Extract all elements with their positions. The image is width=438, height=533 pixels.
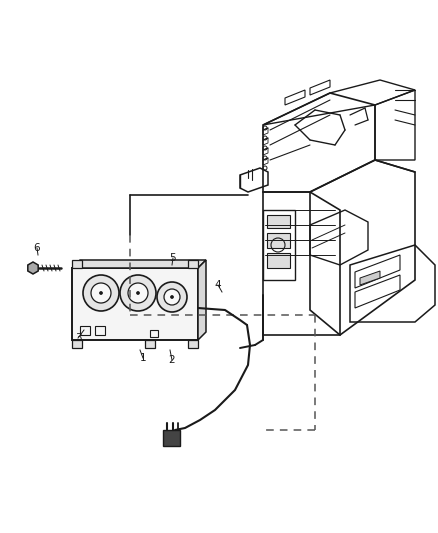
Polygon shape xyxy=(187,340,198,348)
Text: 3: 3 xyxy=(74,333,81,343)
Circle shape xyxy=(91,283,111,303)
Polygon shape xyxy=(72,340,82,348)
Polygon shape xyxy=(28,262,38,274)
Circle shape xyxy=(170,295,173,298)
Text: 6: 6 xyxy=(34,243,40,253)
Polygon shape xyxy=(145,340,155,348)
Polygon shape xyxy=(359,271,379,285)
Circle shape xyxy=(120,275,155,311)
Text: 4: 4 xyxy=(214,280,221,290)
Circle shape xyxy=(164,289,180,305)
Polygon shape xyxy=(266,233,290,248)
Polygon shape xyxy=(72,268,198,340)
Polygon shape xyxy=(72,260,82,268)
Text: 1: 1 xyxy=(139,353,146,363)
Text: 2: 2 xyxy=(168,355,175,365)
Text: 5: 5 xyxy=(170,253,176,263)
Polygon shape xyxy=(187,260,198,268)
Circle shape xyxy=(157,282,187,312)
Circle shape xyxy=(136,292,139,295)
Polygon shape xyxy=(72,260,205,268)
Circle shape xyxy=(128,283,148,303)
Circle shape xyxy=(99,292,102,295)
Polygon shape xyxy=(266,253,290,268)
Circle shape xyxy=(83,275,119,311)
Polygon shape xyxy=(162,430,180,446)
Polygon shape xyxy=(266,215,290,228)
Polygon shape xyxy=(198,260,205,340)
